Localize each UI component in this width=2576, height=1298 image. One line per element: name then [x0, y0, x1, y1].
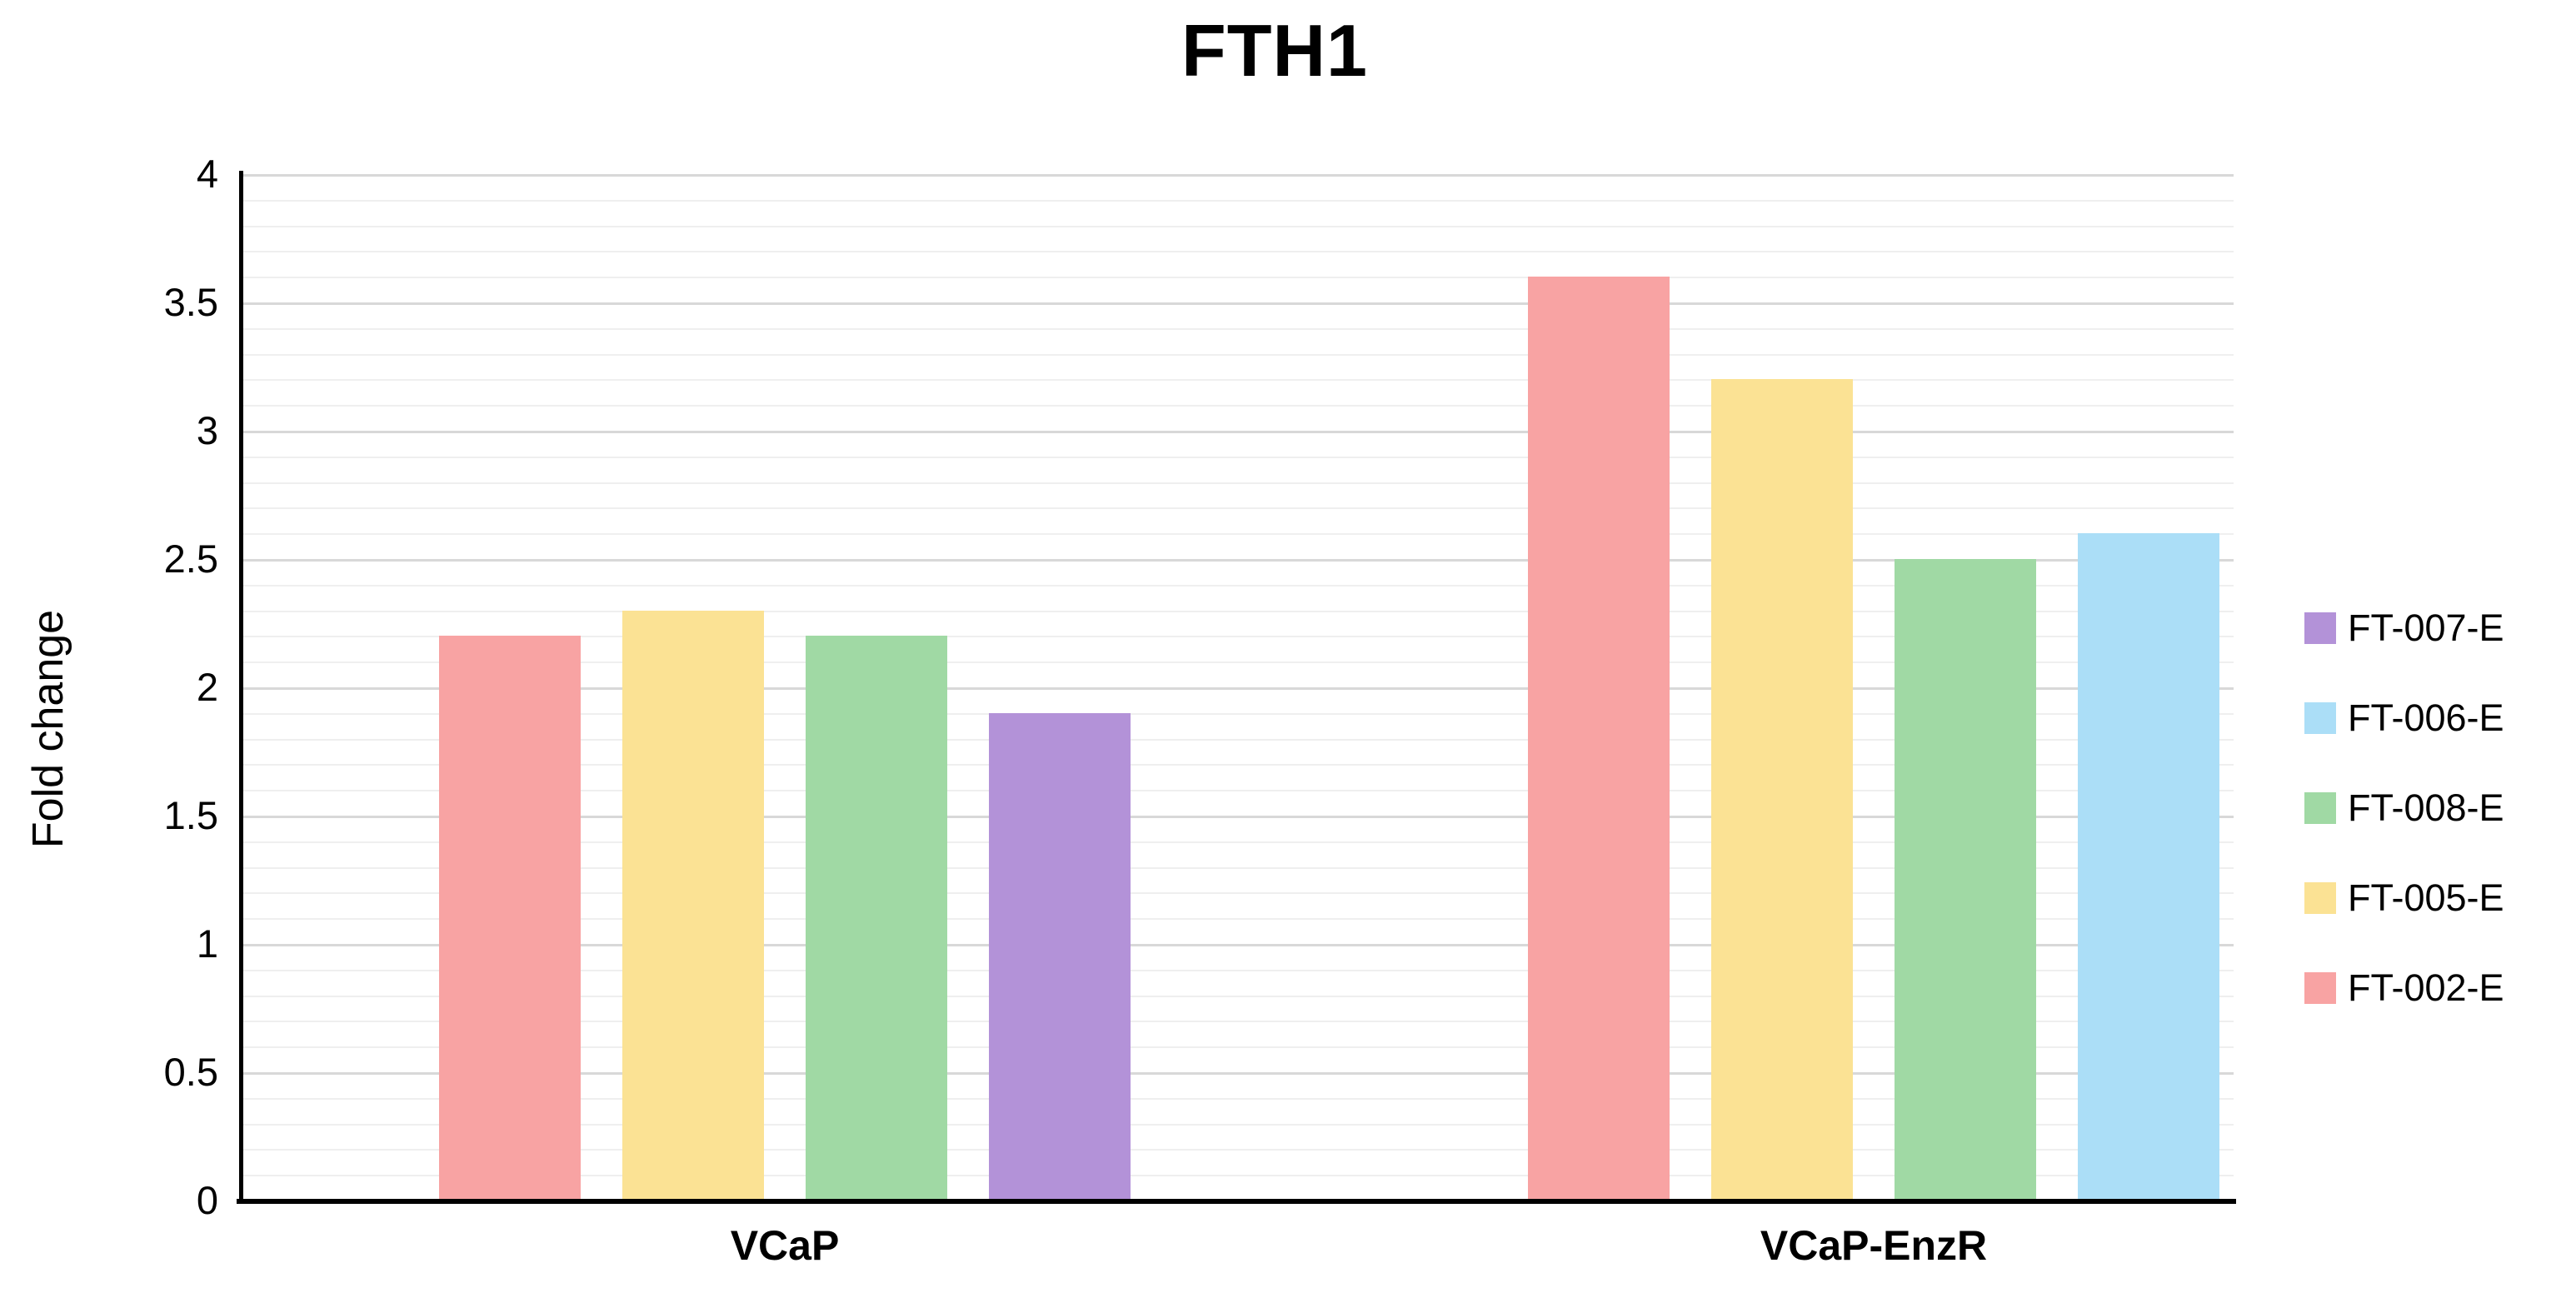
- major-gridline: [242, 816, 2234, 818]
- minor-gridline: [242, 610, 2234, 612]
- y-tick-label: 0: [196, 1178, 218, 1222]
- minor-gridline: [242, 353, 2234, 356]
- x-axis-line: [237, 1199, 2236, 1204]
- bar-ft-006-e-vcap-enzr: [2078, 533, 2219, 1201]
- minor-gridline: [242, 661, 2234, 664]
- minor-gridline: [242, 841, 2234, 843]
- minor-gridline: [242, 456, 2234, 458]
- bar-ft-007-e-vcap: [989, 712, 1131, 1201]
- bar-ft-002-e-vcap-enzr: [1528, 277, 1670, 1201]
- minor-gridline: [242, 918, 2234, 921]
- minor-gridline: [242, 1175, 2234, 1177]
- major-gridline: [242, 431, 2234, 433]
- y-axis-title: Fold change: [24, 609, 72, 849]
- legend-item-ft-005-e: FT-005-E: [2304, 853, 2504, 943]
- minor-gridline: [242, 507, 2234, 510]
- minor-gridline: [242, 1149, 2234, 1151]
- minor-gridline: [242, 866, 2234, 869]
- major-gridline: [242, 302, 2234, 305]
- category-label-vcap-enzr: VCaP-EnzR: [1760, 1222, 1988, 1269]
- y-tick-label: 1.5: [163, 793, 218, 837]
- bar-ft-002-e-vcap: [439, 636, 581, 1201]
- legend-item-ft-007-e: FT-007-E: [2304, 583, 2504, 673]
- legend-swatch-icon: [2304, 612, 2336, 644]
- minor-gridline: [242, 533, 2234, 536]
- plot-area: [242, 174, 2234, 1201]
- major-gridline: [242, 559, 2234, 562]
- y-tick-label: 3: [196, 408, 218, 452]
- minor-gridline: [242, 712, 2234, 715]
- legend-swatch-icon: [2304, 702, 2336, 734]
- bar-ft-005-e-vcap-enzr: [1711, 379, 1853, 1201]
- y-tick-label: 4: [196, 152, 218, 196]
- minor-gridline: [242, 738, 2234, 741]
- minor-gridline: [242, 379, 2234, 382]
- legend-label: FT-005-E: [2348, 876, 2504, 919]
- minor-gridline: [242, 405, 2234, 407]
- chart-title: FTH1: [1181, 9, 1368, 92]
- legend-swatch-icon: [2304, 792, 2336, 824]
- minor-gridline: [242, 225, 2234, 227]
- minor-gridline: [242, 277, 2234, 279]
- legend-item-ft-006-e: FT-006-E: [2304, 673, 2504, 763]
- minor-gridline: [242, 1046, 2234, 1049]
- legend: FT-007-E FT-006-E FT-008-E FT-005-E FT-002-E: [2304, 583, 2504, 1033]
- major-gridline: [242, 687, 2234, 690]
- legend-label: FT-007-E: [2348, 607, 2504, 649]
- minor-gridline: [242, 1123, 2234, 1126]
- legend-item-ft-002-e: FT-002-E: [2304, 943, 2504, 1033]
- y-axis-line: [239, 171, 243, 1204]
- y-tick-label: 0.5: [163, 1050, 218, 1094]
- y-tick-label: 2: [196, 665, 218, 709]
- legend-label: FT-008-E: [2348, 786, 2504, 829]
- major-gridline: [242, 174, 2234, 177]
- bar-ft-005-e-vcap: [622, 610, 764, 1201]
- bar-ft-008-e-vcap: [806, 636, 947, 1201]
- minor-gridline: [242, 1097, 2234, 1100]
- legend-label: FT-006-E: [2348, 696, 2504, 739]
- minor-gridline: [242, 995, 2234, 997]
- minor-gridline: [242, 251, 2234, 253]
- category-label-vcap: VCaP: [730, 1222, 840, 1269]
- minor-gridline: [242, 1021, 2234, 1023]
- y-tick-label: 1: [196, 921, 218, 966]
- bar-ft-008-e-vcap-enzr: [1895, 559, 2036, 1201]
- legend-label: FT-002-E: [2348, 966, 2504, 1009]
- minor-gridline: [242, 584, 2234, 587]
- legend-item-ft-008-e: FT-008-E: [2304, 763, 2504, 853]
- minor-gridline: [242, 790, 2234, 792]
- minor-gridline: [242, 764, 2234, 766]
- legend-swatch-icon: [2304, 882, 2336, 914]
- major-gridline: [242, 944, 2234, 946]
- minor-gridline: [242, 482, 2234, 484]
- minor-gridline: [242, 636, 2234, 638]
- y-tick-label: 2.5: [163, 537, 218, 581]
- legend-swatch-icon: [2304, 972, 2336, 1004]
- minor-gridline: [242, 327, 2234, 330]
- y-tick-label: 3.5: [163, 280, 218, 324]
- major-gridline: [242, 1072, 2234, 1075]
- minor-gridline: [242, 969, 2234, 971]
- minor-gridline: [242, 892, 2234, 895]
- minor-gridline: [242, 199, 2234, 202]
